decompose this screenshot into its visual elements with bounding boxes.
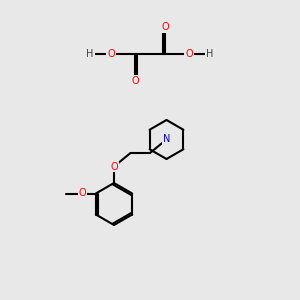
Text: O: O: [107, 49, 115, 59]
Text: O: O: [110, 161, 118, 172]
Text: O: O: [131, 76, 139, 86]
Text: N: N: [163, 134, 170, 145]
Text: O: O: [185, 49, 193, 59]
Text: O: O: [161, 22, 169, 32]
Text: O: O: [79, 188, 86, 199]
Text: H: H: [86, 49, 94, 59]
Text: H: H: [206, 49, 214, 59]
